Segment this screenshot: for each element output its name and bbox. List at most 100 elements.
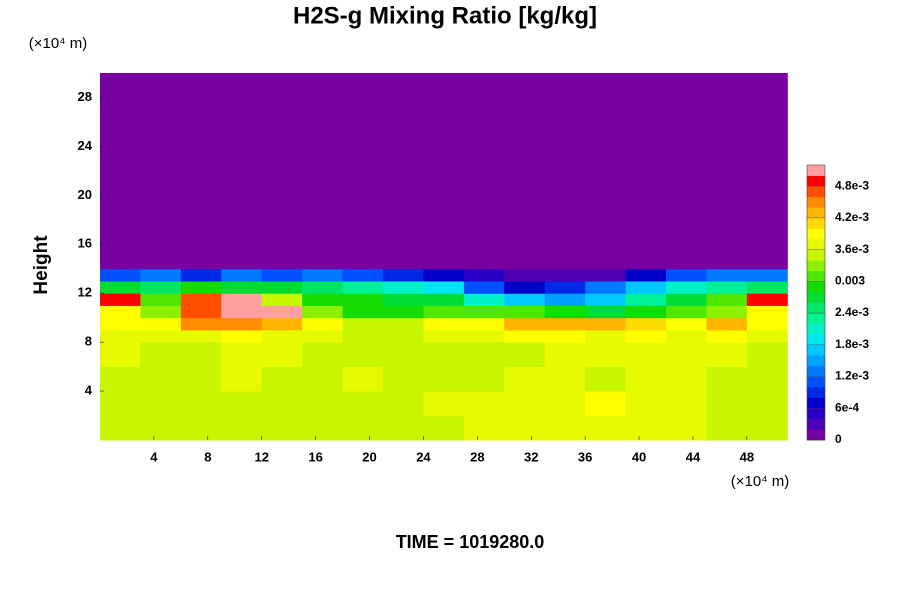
heat-cell [221, 415, 263, 441]
heat-cell [746, 415, 788, 441]
y-tick-label: 24 [78, 138, 93, 153]
heat-cell [140, 366, 182, 392]
heat-cell [261, 280, 303, 294]
x-tick-label: 48 [740, 449, 754, 464]
colorbar-band [807, 344, 825, 356]
heat-cell [221, 280, 263, 294]
heat-cell [100, 415, 141, 441]
heat-cell [261, 73, 303, 270]
heat-cell [625, 415, 667, 441]
heat-cell [100, 280, 141, 294]
heat-cell [423, 293, 465, 306]
colorbar-tick-label: 4.8e-3 [835, 178, 869, 192]
heat-cell [706, 415, 748, 441]
heat-cell [585, 305, 627, 319]
heat-cell [221, 329, 263, 343]
heat-cell [666, 342, 707, 368]
heat-cell [423, 268, 465, 282]
heat-cell [463, 317, 505, 331]
heat-cell [302, 342, 344, 368]
colorbar-band [807, 365, 825, 377]
heat-cell [302, 366, 344, 392]
heat-cell [544, 329, 586, 343]
heat-cell [746, 391, 788, 417]
heat-cell [706, 366, 748, 392]
colorbar-band [807, 429, 825, 441]
heat-cell [261, 293, 303, 306]
heat-cell [706, 391, 748, 417]
heat-cell [100, 317, 141, 331]
heat-cell [221, 73, 263, 270]
heat-cell [585, 415, 627, 441]
heat-cell [625, 268, 667, 282]
heat-cell [746, 342, 788, 368]
heat-cell [302, 73, 344, 270]
heat-cell [666, 317, 707, 331]
colorbar-band [807, 281, 825, 293]
heat-cell [383, 391, 424, 417]
heat-cell [463, 293, 505, 306]
chart-title: H2S-g Mixing Ratio [kg/kg] [293, 2, 597, 29]
heat-cell [504, 268, 546, 282]
heat-cell [504, 415, 546, 441]
colorbar-band [807, 334, 825, 346]
heat-cell [383, 317, 424, 331]
x-tick-label: 28 [470, 449, 484, 464]
heat-cell [302, 415, 344, 441]
heat-cell [100, 329, 141, 343]
colorbar-band [807, 249, 825, 261]
heat-cell [585, 366, 627, 392]
heat-cell [180, 342, 222, 368]
heat-cell [342, 415, 384, 441]
y-unit: (×10⁴ m) [29, 35, 88, 52]
heat-cell [585, 342, 627, 368]
colorbar-tick-label: 4.2e-3 [835, 210, 869, 224]
colorbar-band [807, 313, 825, 324]
heat-cell [302, 305, 344, 319]
heat-cell [625, 342, 667, 368]
heat-cell [585, 268, 627, 282]
heat-cell [302, 317, 344, 331]
heat-cell [423, 342, 465, 368]
heat-cell [666, 415, 707, 441]
heat-cell [463, 415, 505, 441]
heat-cell [504, 293, 546, 306]
heat-cell [463, 342, 505, 368]
x-tick-label: 20 [362, 449, 376, 464]
heat-cell [666, 366, 707, 392]
heat-cell [504, 280, 546, 294]
heat-cell [706, 329, 748, 343]
heat-cell [746, 317, 788, 331]
heat-cell [423, 415, 465, 441]
heat-cell [746, 268, 788, 282]
heat-cell [585, 73, 627, 270]
colorbar-tick-label: 2.4e-3 [835, 305, 869, 319]
heat-cell [302, 329, 344, 343]
heat-cell [261, 366, 303, 392]
heat-cell [342, 305, 384, 319]
y-tick-label: 4 [85, 383, 93, 398]
heat-cell [423, 280, 465, 294]
heat-cell [463, 391, 505, 417]
heat-cell [221, 342, 263, 368]
heat-cell [342, 366, 384, 392]
heat-cell [140, 415, 182, 441]
heat-cell [625, 329, 667, 343]
heat-cell [746, 366, 788, 392]
x-unit: (×10⁴ m) [731, 473, 790, 490]
heat-cell [625, 391, 667, 417]
heat-cell [423, 391, 465, 417]
colorbar-band [807, 207, 825, 219]
heat-cell [342, 73, 384, 270]
colorbar-band [807, 196, 825, 208]
heat-cell [180, 415, 222, 441]
y-tick-label: 28 [78, 89, 92, 104]
heat-cell [221, 317, 263, 331]
heat-cell [544, 366, 586, 392]
heat-cell [666, 305, 707, 319]
heat-cell [625, 280, 667, 294]
colorbar-band [807, 270, 825, 282]
heat-cell [261, 415, 303, 441]
colorbar-band [807, 376, 825, 388]
heat-cell [140, 329, 182, 343]
